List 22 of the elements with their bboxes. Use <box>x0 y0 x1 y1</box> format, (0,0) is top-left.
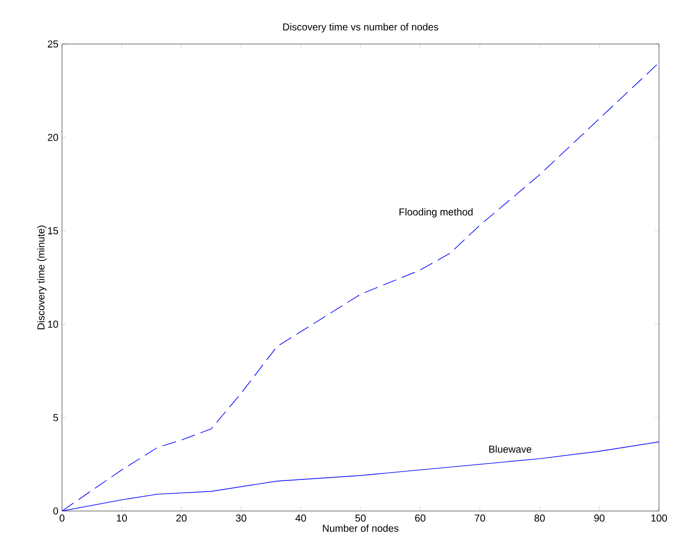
y-axis-title: Discovery time (minute) <box>37 226 46 330</box>
series-label: Bluewave <box>489 445 532 453</box>
y-tick-label: 20 <box>48 134 58 141</box>
x-axis-title: Number of nodes <box>322 524 398 532</box>
series-label: Flooding method <box>400 208 473 218</box>
x-tick-label: 20 <box>176 514 187 522</box>
x-tick-label: 60 <box>415 514 426 522</box>
x-tick-label: 90 <box>594 514 604 522</box>
y-tick-label: 15 <box>48 227 58 234</box>
y-tick-label: 0 <box>53 507 58 515</box>
x-tick-label: 30 <box>236 514 246 522</box>
x-tick-label: 40 <box>295 514 306 522</box>
x-tick-label: 10 <box>116 514 127 522</box>
x-tick-label: 50 <box>355 514 366 522</box>
x-tick-label: 0 <box>60 514 64 522</box>
x-tick-label: 100 <box>651 514 667 522</box>
y-tick-label: 5 <box>53 414 58 422</box>
y-tick-label: 10 <box>48 320 58 328</box>
x-tick-label: 70 <box>474 514 486 522</box>
chart-title: Discovery time vs number of nodes <box>283 23 438 32</box>
y-tick-label: 25 <box>48 40 58 48</box>
x-tick-label: 80 <box>534 514 545 522</box>
